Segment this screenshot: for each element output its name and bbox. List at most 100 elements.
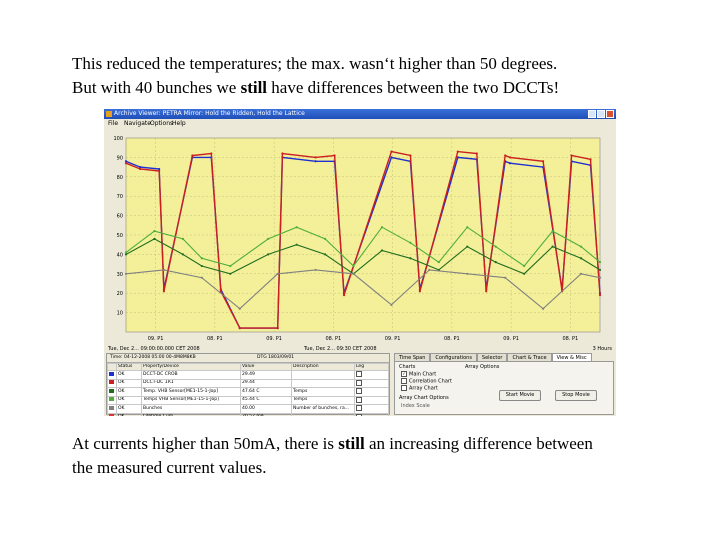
row-color-swatch: [107, 395, 117, 405]
col-header-description[interactable]: Description: [291, 363, 355, 371]
data-point: [267, 253, 270, 256]
checkbox-box-icon: [401, 385, 407, 391]
options-tabs: Time Span Configurations Selector Chart …: [394, 353, 614, 361]
row-legend-toggle[interactable]: [354, 412, 389, 416]
menu-bar: File Navigate Options Help: [104, 119, 616, 129]
row-property: Lifetime Cum: [141, 412, 241, 416]
row-legend-toggle[interactable]: [354, 404, 389, 414]
correlation-chart-checkbox[interactable]: Correlation Chart: [401, 378, 452, 385]
checkbox-box-icon: [356, 405, 362, 411]
col-header-status[interactable]: Status: [116, 363, 142, 371]
data-point: [475, 152, 478, 155]
data-point: [162, 290, 166, 293]
row-legend-toggle[interactable]: [354, 370, 389, 380]
data-point: [153, 237, 156, 240]
data-point: [229, 264, 232, 268]
tab-time-span[interactable]: Time Span: [394, 353, 431, 361]
tab-view-misc[interactable]: View & Misc: [551, 353, 592, 361]
data-table: Status Property/Device Value Description…: [107, 363, 389, 416]
data-point: [508, 156, 512, 159]
data-point: [598, 276, 602, 279]
data-point: [466, 272, 469, 275]
x-tick-label: 09. P1: [385, 336, 401, 342]
row-property: DCCT-DC CROB: [141, 370, 241, 380]
menu-navigate[interactable]: Navigate: [124, 120, 151, 127]
x-tick-label: 09. P1: [503, 336, 519, 342]
data-point: [333, 154, 336, 157]
row-legend-toggle[interactable]: [354, 378, 389, 388]
table-header-row: Status Property/Device Value Description…: [107, 363, 389, 371]
col-header-property[interactable]: Property/Device: [141, 363, 241, 371]
col-header-value[interactable]: Value: [240, 363, 292, 371]
data-point: [390, 303, 393, 306]
main-chart-checkbox[interactable]: ✓ Main Chart: [401, 371, 436, 378]
caption-top-line2-post: have differences between the two DCCTs!: [267, 78, 560, 97]
start-movie-button[interactable]: Start Movie: [499, 390, 541, 401]
tab-configurations[interactable]: Configurations: [430, 353, 477, 361]
window-titlebar[interactable]: Archive Viewer: PETRA Mirror: Hold the R…: [104, 109, 616, 119]
checkbox-box-icon: [356, 413, 362, 416]
row-status: OK: [116, 387, 142, 397]
table-row[interactable]: OK DCCT-DC 1R1 29.44: [107, 378, 389, 388]
main-chart[interactable]: 10 20 30 40 50 60 70 80 90 100 09. P1 08. P1 09. P1 0…: [104, 130, 616, 345]
data-point: [124, 160, 128, 163]
checkbox-box-icon: [356, 371, 362, 377]
data-point: [352, 264, 355, 268]
window-title: Archive Viewer: PETRA Mirror: Hold the R…: [114, 110, 305, 117]
table-row[interactable]: OK DCCT-DC CROB 29.49: [107, 370, 389, 380]
minimize-icon[interactable]: [588, 110, 596, 118]
y-tick-label: 40: [117, 252, 123, 258]
row-value: 29.44: [240, 378, 292, 388]
series-line[interactable]: [125, 150, 601, 329]
caption-bottom-line1-post: an increasing difference between: [364, 434, 593, 453]
data-point: [504, 154, 507, 157]
array-options-label: Array Options: [465, 364, 500, 370]
data-panel-header: Time: 04-12-2008 05:00 00-4M8M8KB DTG 18…: [107, 354, 389, 363]
y-tick-label: 60: [117, 214, 123, 220]
status-zoom: 3 Hours: [592, 346, 612, 352]
menu-help[interactable]: Help: [172, 120, 186, 127]
data-point: [162, 268, 166, 272]
series-line[interactable]: [125, 226, 601, 267]
row-status: OK: [116, 395, 142, 405]
menu-options[interactable]: Options: [150, 120, 174, 127]
close-icon[interactable]: [606, 110, 614, 118]
array-chart-checkbox[interactable]: Array Chart: [401, 385, 438, 392]
x-tick-label: 08. P1: [326, 336, 342, 342]
data-point: [200, 276, 203, 279]
data-point: [158, 169, 161, 173]
row-description: Temps: [291, 387, 355, 397]
stop-movie-button[interactable]: Stop Movie: [555, 390, 597, 401]
tab-chart-trace[interactable]: Chart & Trace: [507, 353, 552, 361]
col-header-color: [107, 363, 117, 371]
table-row[interactable]: OKLifetime Cum20.52 mA: [107, 412, 389, 416]
data-point: [210, 152, 213, 155]
row-legend-toggle[interactable]: [354, 395, 389, 405]
array-chart-checkbox-label: Array Chart: [409, 385, 438, 392]
caption-bottom-line1-pre: At currents higher than 50mA, there is: [72, 434, 339, 453]
data-point: [200, 264, 203, 268]
table-row[interactable]: OK Bunches 40.00 Number of bunches, ra...: [107, 404, 389, 414]
col-header-leg[interactable]: Leg: [354, 363, 389, 371]
data-point: [267, 237, 270, 240]
maximize-icon[interactable]: [597, 110, 605, 118]
data-point: [314, 156, 317, 159]
series-line[interactable]: [125, 269, 601, 310]
data-point: [200, 257, 203, 260]
series-line[interactable]: [125, 238, 601, 275]
checkbox-box-icon: [356, 396, 362, 403]
index-scale-label: Index Scale: [401, 403, 430, 409]
main-chart-checkbox-label: Main Chart: [409, 371, 437, 378]
data-point: [390, 156, 393, 159]
data-point: [139, 167, 142, 171]
data-point: [380, 249, 384, 252]
data-point: [598, 261, 602, 264]
row-value: 45.44 C: [240, 395, 292, 405]
data-point: [281, 152, 284, 155]
tab-selector[interactable]: Selector: [476, 353, 508, 361]
menu-file[interactable]: File: [108, 120, 119, 127]
data-point: [276, 272, 279, 275]
row-legend-toggle[interactable]: [354, 387, 389, 397]
